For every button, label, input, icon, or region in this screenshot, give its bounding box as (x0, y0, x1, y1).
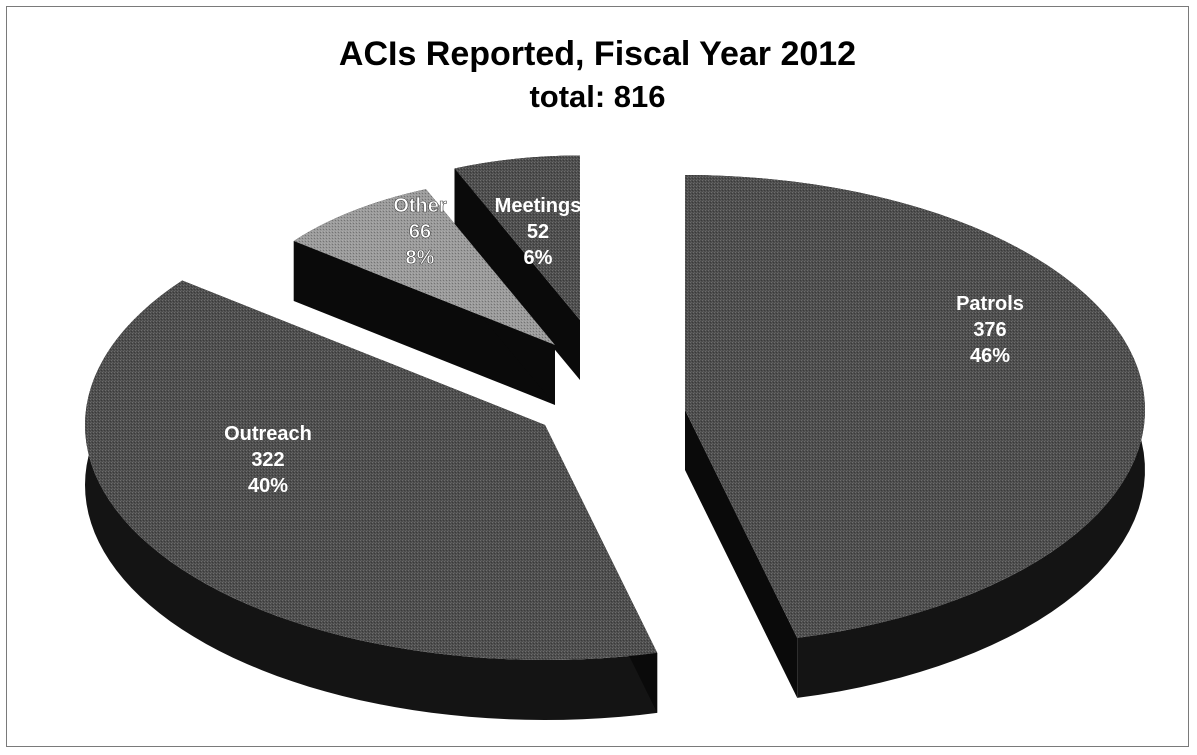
slice-texture-patrols (685, 175, 1146, 638)
slice-label-other-name: Other (393, 195, 447, 217)
slice-label-outreach-percent: 40% (248, 475, 288, 497)
slice-wall-patrols-1 (685, 410, 798, 698)
chart-subtitle: total: 816 (529, 79, 666, 114)
chart-title: ACIs Reported, Fiscal Year 2012 (338, 35, 857, 73)
slice-texture-meetings (454, 155, 580, 320)
slice-label-outreach-name: Outreach (224, 423, 312, 445)
slice-texture-other (293, 189, 555, 345)
slice-label-outreach-value: 322 (251, 449, 284, 471)
slice-label-meetings-percent: 6% (524, 247, 553, 269)
slice-label-patrols-percent: 46% (970, 345, 1010, 367)
slice-wall-meetings-0 (454, 168, 580, 380)
slice-label-patrols-value: 376 (973, 319, 1006, 341)
slice-wall-other-0 (293, 240, 555, 405)
pie-labels: Patrols 376 46% Outreach 322 40% Other 66 8% Meet… (224, 195, 1024, 497)
pie-tops (84, 155, 1146, 661)
slice-label-other-percent: 8% (406, 247, 435, 269)
slice-label-meetings-value: 52 (527, 221, 549, 243)
slice-label-other-value: 66 (409, 221, 431, 243)
slice-side-outreach (85, 280, 658, 720)
slice-label-patrols-name: Patrols (956, 293, 1024, 315)
slice-texture-outreach (84, 280, 658, 661)
slice-label-meetings-name: Meetings (495, 195, 582, 217)
